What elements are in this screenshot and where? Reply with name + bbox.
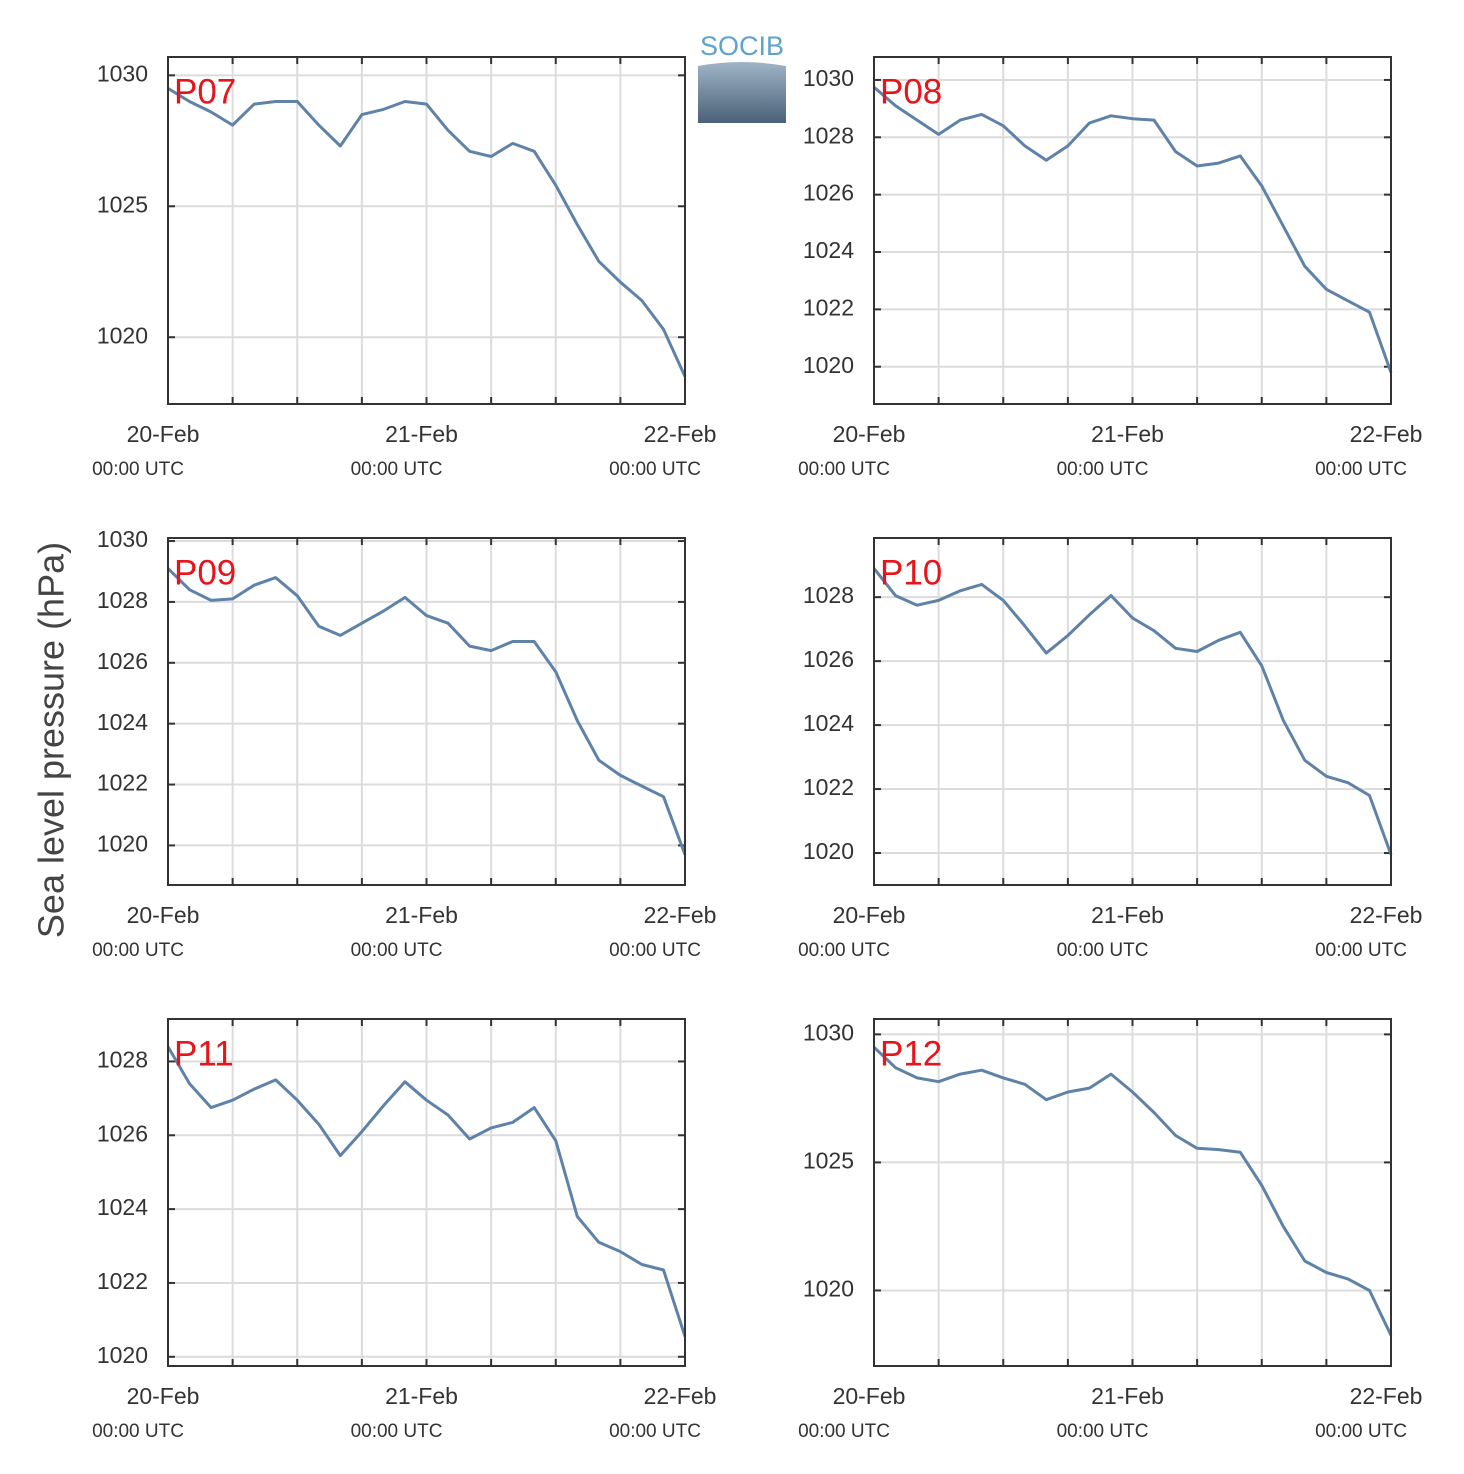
- panel-label: P09: [174, 553, 236, 592]
- x-tick-label: 22-Feb: [644, 1383, 717, 1409]
- plot-frame: [167, 56, 686, 405]
- x-tick-label: 22-Feb: [1350, 421, 1423, 447]
- x-tick-sublabel: 00:00 UTC: [798, 940, 890, 961]
- x-tick-sublabel: 00:00 UTC: [351, 459, 443, 480]
- x-tick-label: 20-Feb: [833, 421, 906, 447]
- panel-label: P08: [880, 72, 942, 111]
- x-tick-sublabel: 00:00 UTC: [1315, 940, 1407, 961]
- y-tick-label: 1028: [803, 122, 854, 148]
- data-line: [873, 85, 1393, 374]
- x-tick-label: 21-Feb: [1091, 421, 1164, 447]
- x-tick-label: 22-Feb: [1350, 902, 1423, 928]
- y-tick-label: 1020: [97, 831, 148, 857]
- x-tick-sublabel: 00:00 UTC: [1315, 1421, 1407, 1442]
- data-line: [167, 87, 687, 378]
- panel-label: P11: [174, 1034, 234, 1073]
- y-tick-label: 1020: [803, 352, 854, 378]
- x-tick-sublabel: 00:00 UTC: [351, 1421, 443, 1442]
- x-tick-sublabel: 00:00 UTC: [351, 940, 443, 961]
- x-tick-label: 20-Feb: [833, 1383, 906, 1409]
- y-tick-label: 1022: [97, 1268, 148, 1294]
- data-line: [166, 1045, 687, 1337]
- logo-text: SOCIB: [700, 31, 784, 61]
- y-tick-label: 1022: [803, 774, 854, 800]
- y-tick-label: 1028: [803, 582, 854, 608]
- y-tick-label: 1024: [97, 709, 148, 735]
- x-tick-label: 21-Feb: [385, 902, 458, 928]
- data-line: [872, 567, 1393, 856]
- x-tick-sublabel: 00:00 UTC: [609, 940, 701, 961]
- x-tick-label: 20-Feb: [833, 902, 906, 928]
- plot-frame: [873, 537, 1392, 886]
- data-line: [872, 1046, 1393, 1336]
- y-tick-label: 1020: [97, 322, 148, 348]
- y-tick-label: 1026: [97, 648, 148, 674]
- x-tick-label: 20-Feb: [127, 1383, 200, 1409]
- x-tick-sublabel: 00:00 UTC: [1057, 459, 1149, 480]
- x-tick-sublabel: 00:00 UTC: [92, 1421, 184, 1442]
- x-tick-label: 22-Feb: [1350, 1383, 1423, 1409]
- x-tick-label: 21-Feb: [385, 1383, 458, 1409]
- x-tick-sublabel: 00:00 UTC: [1057, 940, 1149, 961]
- data-line: [166, 567, 687, 856]
- y-tick-label: 1028: [97, 1047, 148, 1073]
- y-tick-label: 1020: [803, 1276, 854, 1302]
- y-tick-label: 1020: [803, 838, 854, 864]
- x-tick-sublabel: 00:00 UTC: [798, 1421, 890, 1442]
- panel-label: P12: [880, 1034, 942, 1073]
- panel-label: P10: [880, 553, 942, 592]
- y-axis-label: Sea level pressure (hPa): [31, 542, 72, 938]
- x-tick-label: 20-Feb: [127, 902, 200, 928]
- x-tick-label: 21-Feb: [1091, 1383, 1164, 1409]
- x-tick-sublabel: 00:00 UTC: [798, 459, 890, 480]
- y-tick-label: 1030: [97, 526, 148, 552]
- y-tick-label: 1026: [803, 646, 854, 672]
- x-tick-label: 21-Feb: [1091, 902, 1164, 928]
- plot-frame: [873, 1018, 1392, 1367]
- y-tick-label: 1022: [97, 770, 148, 796]
- x-tick-label: 20-Feb: [127, 421, 200, 447]
- x-tick-label: 22-Feb: [644, 902, 717, 928]
- y-tick-label: 1026: [803, 180, 854, 206]
- plot-frame: [167, 1018, 686, 1367]
- y-tick-label: 1025: [803, 1147, 854, 1173]
- x-tick-sublabel: 00:00 UTC: [92, 940, 184, 961]
- y-tick-label: 1020: [97, 1342, 148, 1368]
- x-tick-sublabel: 00:00 UTC: [1057, 1421, 1149, 1442]
- x-tick-label: 21-Feb: [385, 421, 458, 447]
- x-tick-sublabel: 00:00 UTC: [92, 459, 184, 480]
- panel-label: P07: [174, 72, 236, 111]
- y-tick-label: 1025: [97, 191, 148, 217]
- y-tick-label: 1028: [97, 587, 148, 613]
- y-tick-label: 1026: [97, 1120, 148, 1146]
- y-tick-label: 1024: [803, 237, 854, 263]
- x-tick-sublabel: 00:00 UTC: [1315, 459, 1407, 480]
- y-tick-label: 1030: [97, 60, 148, 86]
- x-tick-sublabel: 00:00 UTC: [609, 1421, 701, 1442]
- y-tick-label: 1024: [97, 1194, 148, 1220]
- x-tick-label: 22-Feb: [644, 421, 717, 447]
- y-tick-label: 1022: [803, 294, 854, 320]
- logo-icon: [698, 62, 786, 123]
- plot-frame: [873, 56, 1392, 405]
- x-tick-sublabel: 00:00 UTC: [609, 459, 701, 480]
- plot-frame: [167, 537, 686, 886]
- y-tick-label: 1024: [803, 710, 854, 736]
- y-tick-label: 1030: [803, 65, 854, 91]
- y-tick-label: 1030: [803, 1019, 854, 1045]
